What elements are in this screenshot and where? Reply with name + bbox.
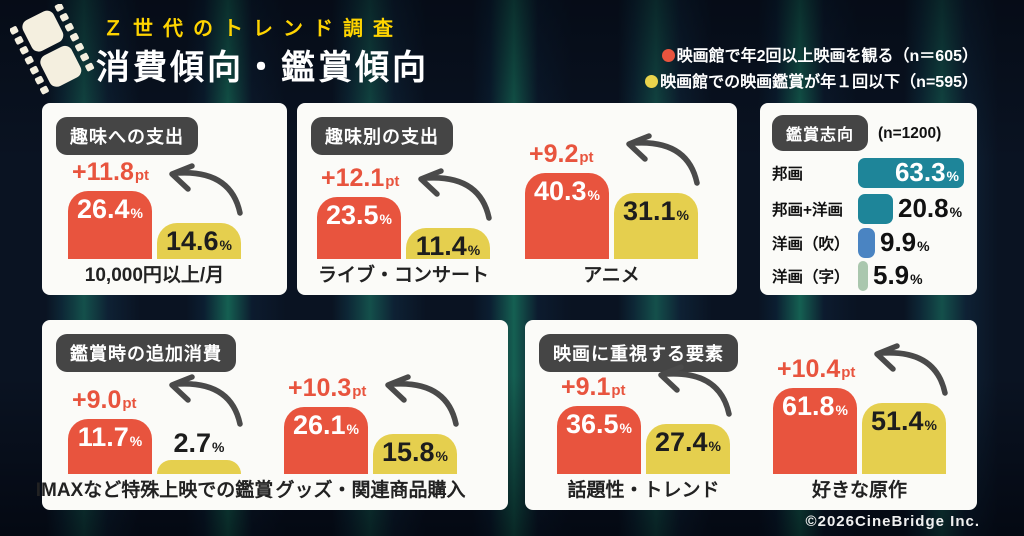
delta-label: +9.2pt — [529, 140, 594, 168]
bar-moviegoer: 26.4% — [68, 191, 152, 259]
hbar-row: 洋画（字） 5.9% — [772, 260, 923, 291]
panel-badge: 趣味別の支出 — [311, 117, 453, 155]
category-label: 10,000円以上/月 — [84, 265, 225, 286]
bar-moviegoer: 11.7% — [68, 419, 152, 474]
panel-extra-consumption: 鑑賞時の追加消費 +9.0pt 11.7% 2.7% IMAXなど特殊上映での鑑… — [36, 320, 508, 510]
bar-nonmoviegoer: 2.7% — [157, 428, 241, 474]
delta-label: +10.4pt — [777, 355, 856, 383]
bar-nonmoviegoer: 31.1% — [614, 193, 698, 259]
hbar: 63.3% — [858, 157, 964, 188]
red-dot-icon — [661, 49, 675, 62]
bar-nonmoviegoer: 27.4% — [646, 424, 730, 474]
trend-arrow-icon — [658, 364, 732, 417]
category-label: アニメ — [583, 265, 640, 286]
bar-nonmoviegoer: 11.4% — [406, 228, 490, 261]
category-label: ライブ・コンサート — [317, 265, 489, 286]
bar-moviegoer: 61.8% — [773, 388, 857, 474]
legend: 映画館で年2回以上映画を観る（n＝605） 映画館での映画鑑賞が年１回以下（n=… — [645, 44, 978, 96]
bar-group: +12.1pt 23.5% 11.4% ライブ・コンサート — [317, 103, 492, 287]
hbar — [858, 193, 893, 224]
bar-group: +10.4pt 61.8% 51.4% 好きな原作 — [773, 320, 948, 502]
bar-group: +10.3pt 26.1% 15.8% グッズ・関連商品購入 — [275, 320, 465, 502]
hbar-row: 洋画（吹） 9.9% — [772, 227, 930, 258]
category-label: 好きな原作 — [811, 480, 907, 501]
delta-label: +10.3pt — [288, 374, 367, 402]
panel-badge: 鑑賞志向 — [772, 115, 869, 151]
survey-subtitle: Ｚ世代のトレンド調査 — [103, 18, 403, 40]
copyright-text: ©2026CineBridge Inc. — [805, 513, 980, 530]
delta-label: +12.1pt — [321, 164, 400, 192]
panel-hobby-spend: 趣味への支出 +11.8pt 26.4% 14.6% 10,000円以上/月 — [42, 103, 287, 295]
bar-moviegoer: 36.5% — [557, 406, 641, 474]
category-label: グッズ・関連商品購入 — [275, 480, 466, 501]
panel-badge: 趣味への支出 — [56, 117, 198, 155]
panel-badge: 映画に重視する要素 — [539, 334, 738, 372]
bar-group: +9.0pt 11.7% 2.7% IMAXなど特殊上映での鑑賞 — [36, 320, 273, 502]
bar-group: +11.8pt 26.4% 14.6% 10,000円以上/月 — [68, 103, 243, 287]
hbar-row: 邦画+洋画 20.8% — [772, 193, 963, 224]
category-label: IMAXなど特殊上映での鑑賞 — [35, 480, 274, 501]
yellow-dot-icon — [645, 75, 659, 88]
bar-nonmoviegoer: 51.4% — [862, 403, 946, 474]
trend-arrow-icon — [385, 374, 459, 427]
panel-badge: 鑑賞時の追加消費 — [56, 334, 236, 372]
page-title: 消費傾向・鑑賞傾向 — [96, 49, 429, 87]
bar-nonmoviegoer: 14.6% — [157, 223, 241, 259]
panel-movie-factors: 映画に重視する要素 +9.1pt 36.5% 27.4% 話題性・トレンド +1 — [525, 320, 977, 510]
bar-group: +9.1pt 36.5% 27.4% 話題性・トレンド — [557, 320, 732, 502]
panel-viewing-preference: 鑑賞志向 (n=1200) 邦画 63.3% 邦画+洋画 20.8% 洋画（吹）… — [760, 103, 977, 295]
trend-arrow-icon — [626, 133, 700, 186]
bar-moviegoer: 23.5% — [317, 197, 401, 259]
bar-nonmoviegoer: 15.8% — [373, 434, 457, 474]
delta-label: +9.0pt — [72, 386, 137, 414]
legend-item-nonmoviegoer: 映画館での映画鑑賞が年１回以下（n=595） — [645, 70, 978, 96]
trend-arrow-icon — [169, 374, 243, 427]
trend-arrow-icon — [874, 343, 948, 396]
bar-moviegoer: 40.3% — [525, 173, 609, 259]
hbar — [858, 227, 875, 258]
hbar — [858, 260, 868, 291]
trend-arrow-icon — [169, 163, 243, 216]
panel-hobby-by-type: 趣味別の支出 +12.1pt 23.5% 11.4% ライブ・コンサート +9. — [297, 103, 737, 295]
hbar-row: 邦画 63.3% — [772, 157, 964, 188]
delta-label: +11.8pt — [72, 158, 150, 186]
category-label: 話題性・トレンド — [567, 480, 720, 501]
bar-moviegoer: 26.1% — [284, 407, 368, 474]
legend-item-moviegoer: 映画館で年2回以上映画を観る（n＝605） — [645, 44, 978, 70]
film-strip-icon — [10, 4, 95, 95]
delta-label: +9.1pt — [561, 373, 626, 401]
trend-arrow-icon — [418, 168, 492, 221]
bar-group: +9.2pt 40.3% 31.1% アニメ — [525, 103, 700, 287]
sample-size: (n=1200) — [878, 125, 942, 142]
